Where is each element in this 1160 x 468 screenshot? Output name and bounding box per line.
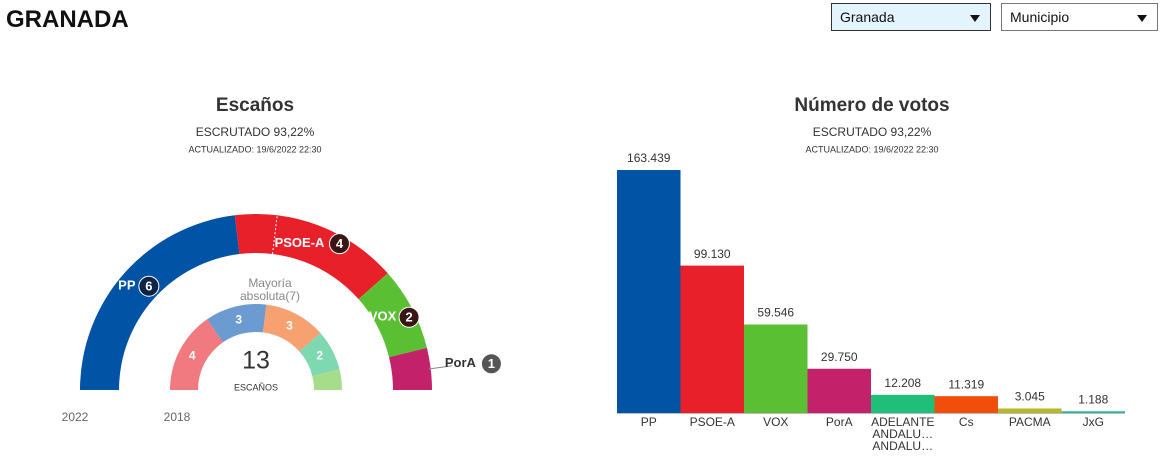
value-label: 99.130 (694, 247, 731, 261)
majority-line (272, 215, 278, 255)
seat-segment (234, 214, 388, 300)
seat-segment (299, 332, 340, 377)
seat-segment (170, 319, 224, 390)
bar (998, 408, 1062, 413)
party-label: PSOE-A (275, 235, 325, 250)
value-label: 11.319 (948, 377, 984, 391)
municipality-select[interactable]: Municipio (1001, 3, 1158, 31)
total-seats: 13 (242, 347, 270, 375)
seat-count: 4 (336, 236, 344, 251)
label-leader (428, 365, 453, 370)
seat-badge (480, 353, 502, 375)
bar (934, 396, 998, 413)
seat-segment (312, 369, 342, 390)
page-title: GRANADA (6, 6, 129, 33)
x-tick-label: PP (640, 415, 657, 429)
seat-count: 3 (286, 318, 293, 332)
x-tick-label: JxG (1082, 415, 1104, 429)
bar (1061, 411, 1125, 413)
seat-count: 2 (316, 349, 323, 363)
bar (744, 324, 808, 413)
value-label: 163.439 (627, 151, 671, 165)
party-label: PP (118, 278, 136, 293)
bar (871, 394, 935, 413)
chart-updated: ACTUALIZADO: 19/6/2022 22:30 (805, 144, 938, 154)
seat-badge (328, 233, 350, 255)
chart-subtitle: ESCRUTADO 93,22% (813, 125, 932, 139)
seat-count: 3 (235, 312, 242, 326)
value-label: 12.208 (884, 376, 921, 390)
bar (617, 170, 681, 413)
value-label: 29.750 (821, 350, 858, 364)
x-tick-label: PSOE-A (689, 415, 735, 429)
seat-segment (262, 304, 321, 352)
x-tick-label: PACMA (1008, 415, 1051, 429)
seat-count: 2 (405, 310, 412, 325)
ring-label: 2022 (62, 410, 89, 424)
x-tick-label: ADELANTE ANDALU… ANDALU… (871, 415, 935, 453)
x-tick-label: PorA (825, 415, 853, 429)
chart-title: Escaños (216, 95, 294, 116)
seat-count: 1 (488, 356, 495, 371)
bar (680, 265, 744, 413)
x-tick-label: Cs (958, 415, 974, 429)
province-select[interactable]: Granada (831, 3, 991, 31)
value-label: 3.045 (1015, 390, 1045, 404)
majority-label: Mayoría absoluta(7) (239, 276, 301, 303)
ring-label: 2018 (164, 410, 191, 424)
seat-count: 4 (189, 349, 196, 363)
chart-updated: ACTUALIZADO: 19/6/2022 22:30 (188, 144, 321, 154)
seat-segment (207, 304, 267, 343)
seat-segment (358, 273, 427, 358)
seat-badge (138, 275, 160, 297)
seat-badge (398, 306, 420, 328)
seat-count: 6 (145, 279, 152, 294)
value-label: 1.188 (1078, 392, 1108, 406)
party-label: VOX (369, 309, 397, 324)
total-label: ESCAÑOS (234, 382, 278, 392)
chart-title: Número de votos (794, 95, 949, 116)
seat-segment (80, 215, 240, 390)
value-label: 59.546 (757, 306, 794, 320)
party-label: PorA (445, 355, 477, 370)
seat-segment (389, 347, 432, 390)
chart-subtitle: ESCRUTADO 93,22% (196, 125, 315, 139)
bar (807, 368, 871, 413)
x-tick-label: VOX (763, 415, 789, 429)
